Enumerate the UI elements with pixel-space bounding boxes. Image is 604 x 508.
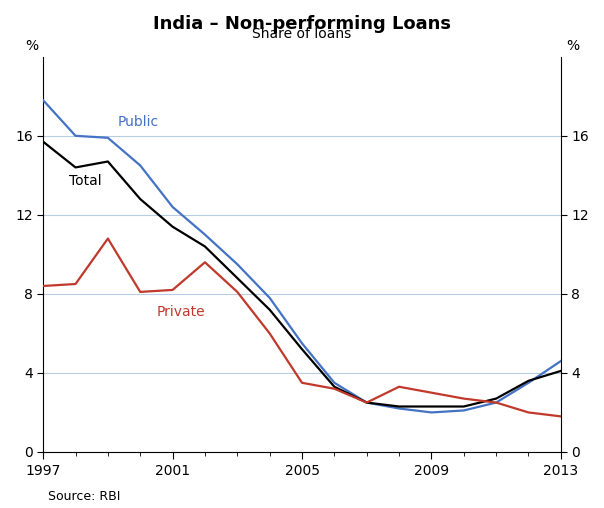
Text: Private: Private	[156, 305, 205, 319]
Text: %: %	[25, 39, 38, 53]
Text: Source: RBI: Source: RBI	[48, 490, 121, 503]
Text: Share of loans: Share of loans	[252, 27, 352, 41]
Text: Public: Public	[118, 115, 159, 129]
Text: %: %	[566, 39, 579, 53]
Text: Total: Total	[69, 174, 101, 188]
Title: India – Non-performing Loans: India – Non-performing Loans	[153, 15, 451, 33]
